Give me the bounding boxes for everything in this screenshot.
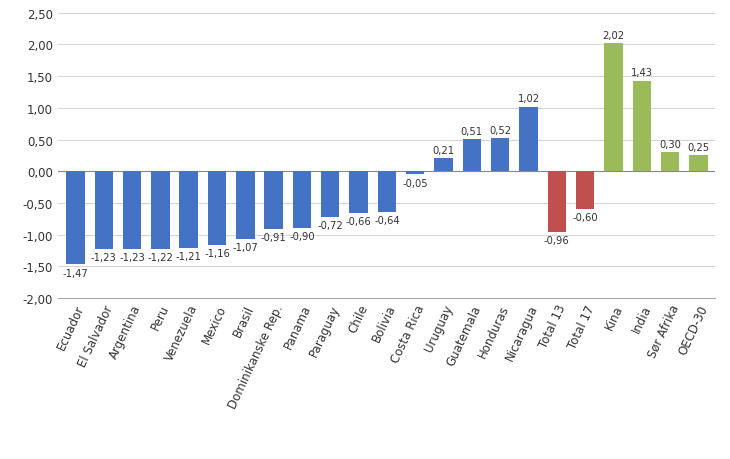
Text: 0,25: 0,25	[688, 143, 710, 153]
Bar	[208, 172, 226, 245]
Bar	[321, 172, 339, 218]
Text: 1,02: 1,02	[518, 94, 539, 104]
Bar	[264, 172, 283, 230]
Bar	[604, 44, 623, 172]
Text: 2,02: 2,02	[602, 31, 624, 41]
Text: -0,05: -0,05	[402, 178, 428, 188]
Bar	[463, 140, 481, 172]
Text: -0,66: -0,66	[346, 217, 372, 227]
Bar	[576, 172, 594, 210]
Text: -1,23: -1,23	[91, 253, 117, 263]
Bar	[151, 172, 169, 249]
Bar	[236, 172, 255, 240]
Bar	[633, 81, 651, 172]
Bar	[519, 107, 538, 172]
Bar	[180, 172, 198, 248]
Text: -1,22: -1,22	[147, 252, 173, 262]
Bar	[434, 159, 453, 172]
Bar	[689, 156, 707, 172]
Text: -1,47: -1,47	[63, 268, 88, 278]
Text: -0,90: -0,90	[289, 232, 315, 242]
Text: 0,52: 0,52	[489, 126, 511, 136]
Text: 1,43: 1,43	[631, 68, 653, 78]
Text: -1,23: -1,23	[119, 253, 145, 263]
Bar	[548, 172, 566, 233]
Text: -0,64: -0,64	[374, 216, 400, 225]
Text: 0,30: 0,30	[659, 140, 681, 150]
Bar	[491, 139, 510, 172]
Text: -1,21: -1,21	[176, 252, 201, 262]
Bar	[123, 172, 141, 250]
Bar	[406, 172, 424, 175]
Text: 0,51: 0,51	[461, 127, 483, 136]
Text: 0,21: 0,21	[432, 146, 455, 156]
Bar	[350, 172, 368, 213]
Bar	[661, 153, 680, 172]
Text: -1,07: -1,07	[232, 243, 258, 252]
Bar	[377, 172, 396, 213]
Text: -0,96: -0,96	[544, 236, 569, 246]
Text: -0,72: -0,72	[318, 221, 343, 230]
Bar	[94, 172, 113, 250]
Text: -0,60: -0,60	[572, 213, 598, 223]
Bar	[293, 172, 311, 229]
Text: -1,16: -1,16	[204, 248, 230, 258]
Text: -0,91: -0,91	[261, 233, 286, 242]
Bar	[66, 172, 85, 265]
